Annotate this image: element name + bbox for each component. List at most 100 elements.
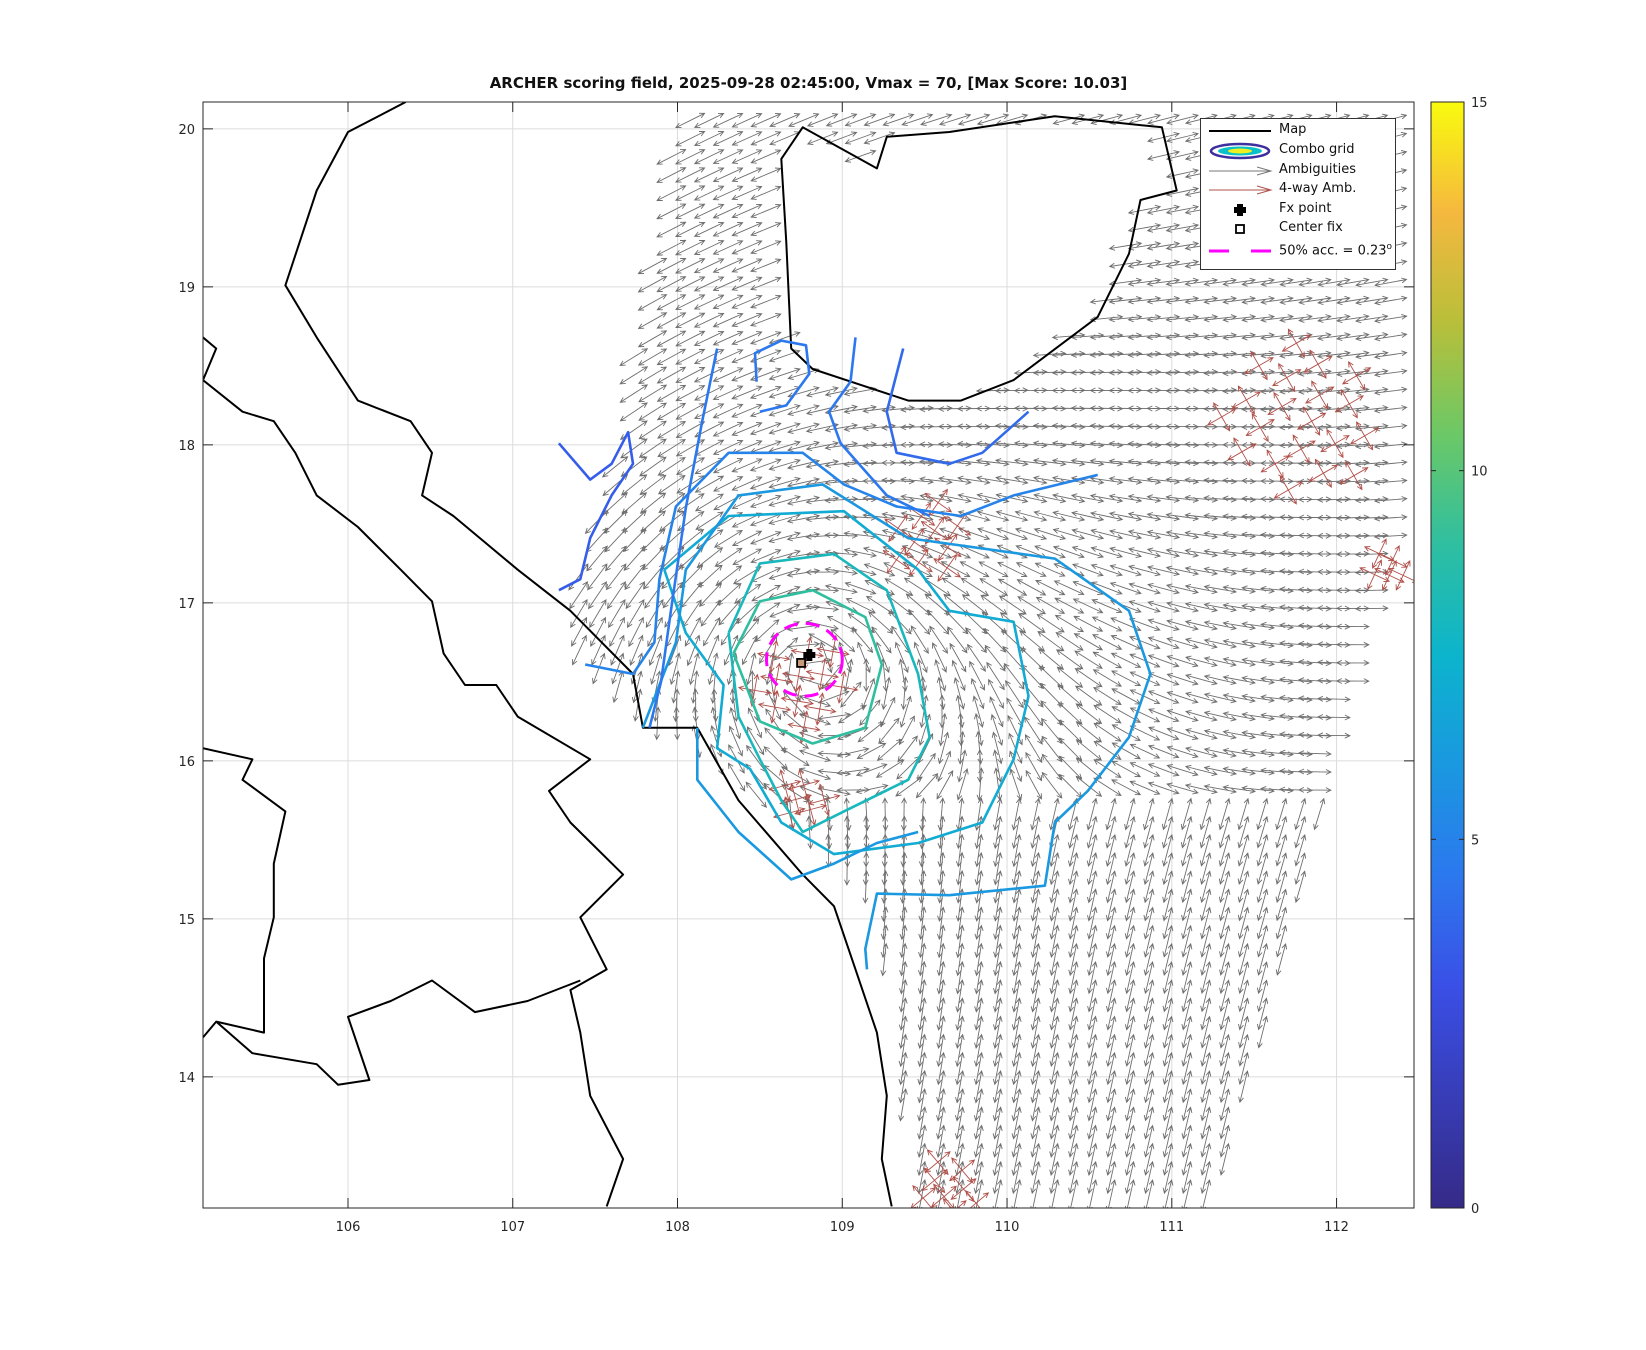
ambiguity-arrow [790, 404, 801, 410]
ambiguity-arrow [1297, 786, 1321, 793]
ambiguity-arrow [1000, 628, 1019, 646]
ambiguity-arrow [1086, 808, 1094, 831]
ambiguity-arrow [941, 113, 953, 119]
ambiguity-arrow [1184, 316, 1208, 323]
ambiguity-arrow [1396, 386, 1408, 393]
ambiguity-arrow [771, 385, 782, 392]
ambiguity-arrow [1203, 530, 1227, 537]
ambiguity-arrow [1034, 797, 1041, 809]
ambiguity-arrow [1354, 389, 1378, 396]
ambiguity-arrow [1354, 515, 1378, 522]
ambiguity-arrow [1181, 1098, 1189, 1122]
ambiguity-arrow [1015, 924, 1022, 936]
ambiguity-arrow [1241, 693, 1265, 700]
four-way-arrow [1244, 365, 1260, 375]
ambiguity-arrow [972, 695, 981, 718]
ambiguity-arrow [752, 312, 763, 319]
ambiguity-arrow [1200, 1135, 1208, 1158]
ambiguity-arrow [1150, 424, 1162, 430]
ambiguity-arrow [1093, 113, 1105, 120]
ambiguity-arrow [1011, 989, 1019, 1013]
ambiguity-arrow [979, 662, 986, 673]
ambiguity-arrow [752, 149, 763, 155]
ambiguity-arrow [996, 815, 1003, 827]
ambiguity-arrow [1203, 765, 1227, 773]
ambiguity-arrow [1301, 277, 1313, 284]
ambiguity-arrow [749, 498, 772, 509]
ambiguity-arrow [1181, 1080, 1189, 1104]
four-way-arrow [757, 702, 775, 709]
ambiguity-arrow [979, 113, 991, 120]
ambiguity-arrow [828, 386, 839, 392]
four-way-arrow [803, 710, 809, 728]
ambiguity-arrow [1049, 1117, 1057, 1140]
ambiguity-arrow [1222, 566, 1246, 573]
four-way-arrow [1317, 355, 1333, 365]
ambiguity-arrow [1188, 131, 1199, 138]
ambiguity-arrow [901, 117, 924, 127]
ambiguity-arrow [1053, 797, 1060, 809]
ambiguity-arrow [1335, 659, 1359, 666]
ambiguity-arrow [657, 426, 677, 439]
ambiguity-arrow [678, 553, 696, 570]
ambiguity-arrow [994, 458, 1018, 464]
contour-ellipse-icon [1209, 142, 1271, 160]
ambiguity-arrow [604, 553, 621, 572]
four-way-arrow [918, 562, 933, 573]
ambiguity-arrow [714, 553, 734, 567]
ambiguity-arrow [733, 276, 744, 282]
ambiguity-arrow [750, 652, 757, 663]
ambiguity-arrow [733, 312, 744, 319]
ambiguity-arrow [1169, 223, 1181, 229]
ambiguity-arrow [1316, 695, 1340, 702]
ambiguity-arrow [1091, 1124, 1098, 1136]
ambiguity-arrow [1224, 979, 1231, 991]
ambiguity-arrow [657, 480, 677, 495]
ambiguity-arrow [1074, 479, 1086, 485]
ambiguity-arrow [1015, 960, 1022, 972]
ambiguity-arrow [1167, 906, 1174, 918]
ambiguity-arrow [771, 276, 782, 283]
ambiguity-arrow [656, 208, 677, 220]
ambiguity-arrow [712, 244, 734, 255]
ambiguity-arrow [996, 1051, 1003, 1063]
four-way-arrow [803, 704, 820, 710]
ambiguity-arrow [1030, 862, 1038, 886]
ambiguity-arrow [978, 561, 1000, 573]
four-way-arrow [1349, 395, 1364, 405]
ambiguity-arrow [1086, 880, 1094, 904]
ambiguity-arrow [1205, 815, 1212, 827]
ambiguity-arrow [809, 771, 832, 781]
ambiguity-arrow [1071, 528, 1094, 537]
ambiguity-arrow [690, 681, 697, 704]
four-way-arrow [784, 779, 802, 786]
ambiguity-arrow [843, 479, 867, 485]
ambiguity-arrow [1162, 1026, 1170, 1049]
ambiguity-arrow [1301, 113, 1313, 120]
ambiguity-arrow [1091, 1033, 1098, 1045]
ambiguity-arrow [1316, 407, 1340, 413]
ambiguity-arrow [1335, 335, 1359, 342]
ambiguity-arrow [1054, 614, 1075, 627]
ambiguity-arrow [1354, 605, 1378, 612]
ambiguity-arrow [1124, 1080, 1132, 1104]
ambiguity-arrow [1074, 662, 1084, 670]
ambiguity-arrow [695, 517, 715, 531]
ambiguity-arrow [1262, 942, 1269, 954]
four-way-arrow [918, 548, 929, 563]
ambiguity-arrow [993, 862, 1000, 886]
ambiguity-arrow [1146, 352, 1170, 358]
ambiguity-arrow [752, 276, 763, 282]
ambiguity-arrow [1222, 334, 1246, 341]
ambiguity-arrow [1072, 598, 1094, 609]
ambiguity-arrow [695, 510, 705, 518]
ambiguity-arrow [1053, 1160, 1060, 1172]
ambiguity-arrow [897, 753, 905, 763]
ambiguity-arrow [918, 406, 943, 413]
ambiguity-arrow [733, 294, 744, 300]
ambiguity-arrow [1396, 405, 1408, 411]
ambiguity-arrow [1148, 1088, 1155, 1100]
four-way-arrow [1320, 443, 1336, 453]
ambiguity-arrow [787, 444, 810, 452]
